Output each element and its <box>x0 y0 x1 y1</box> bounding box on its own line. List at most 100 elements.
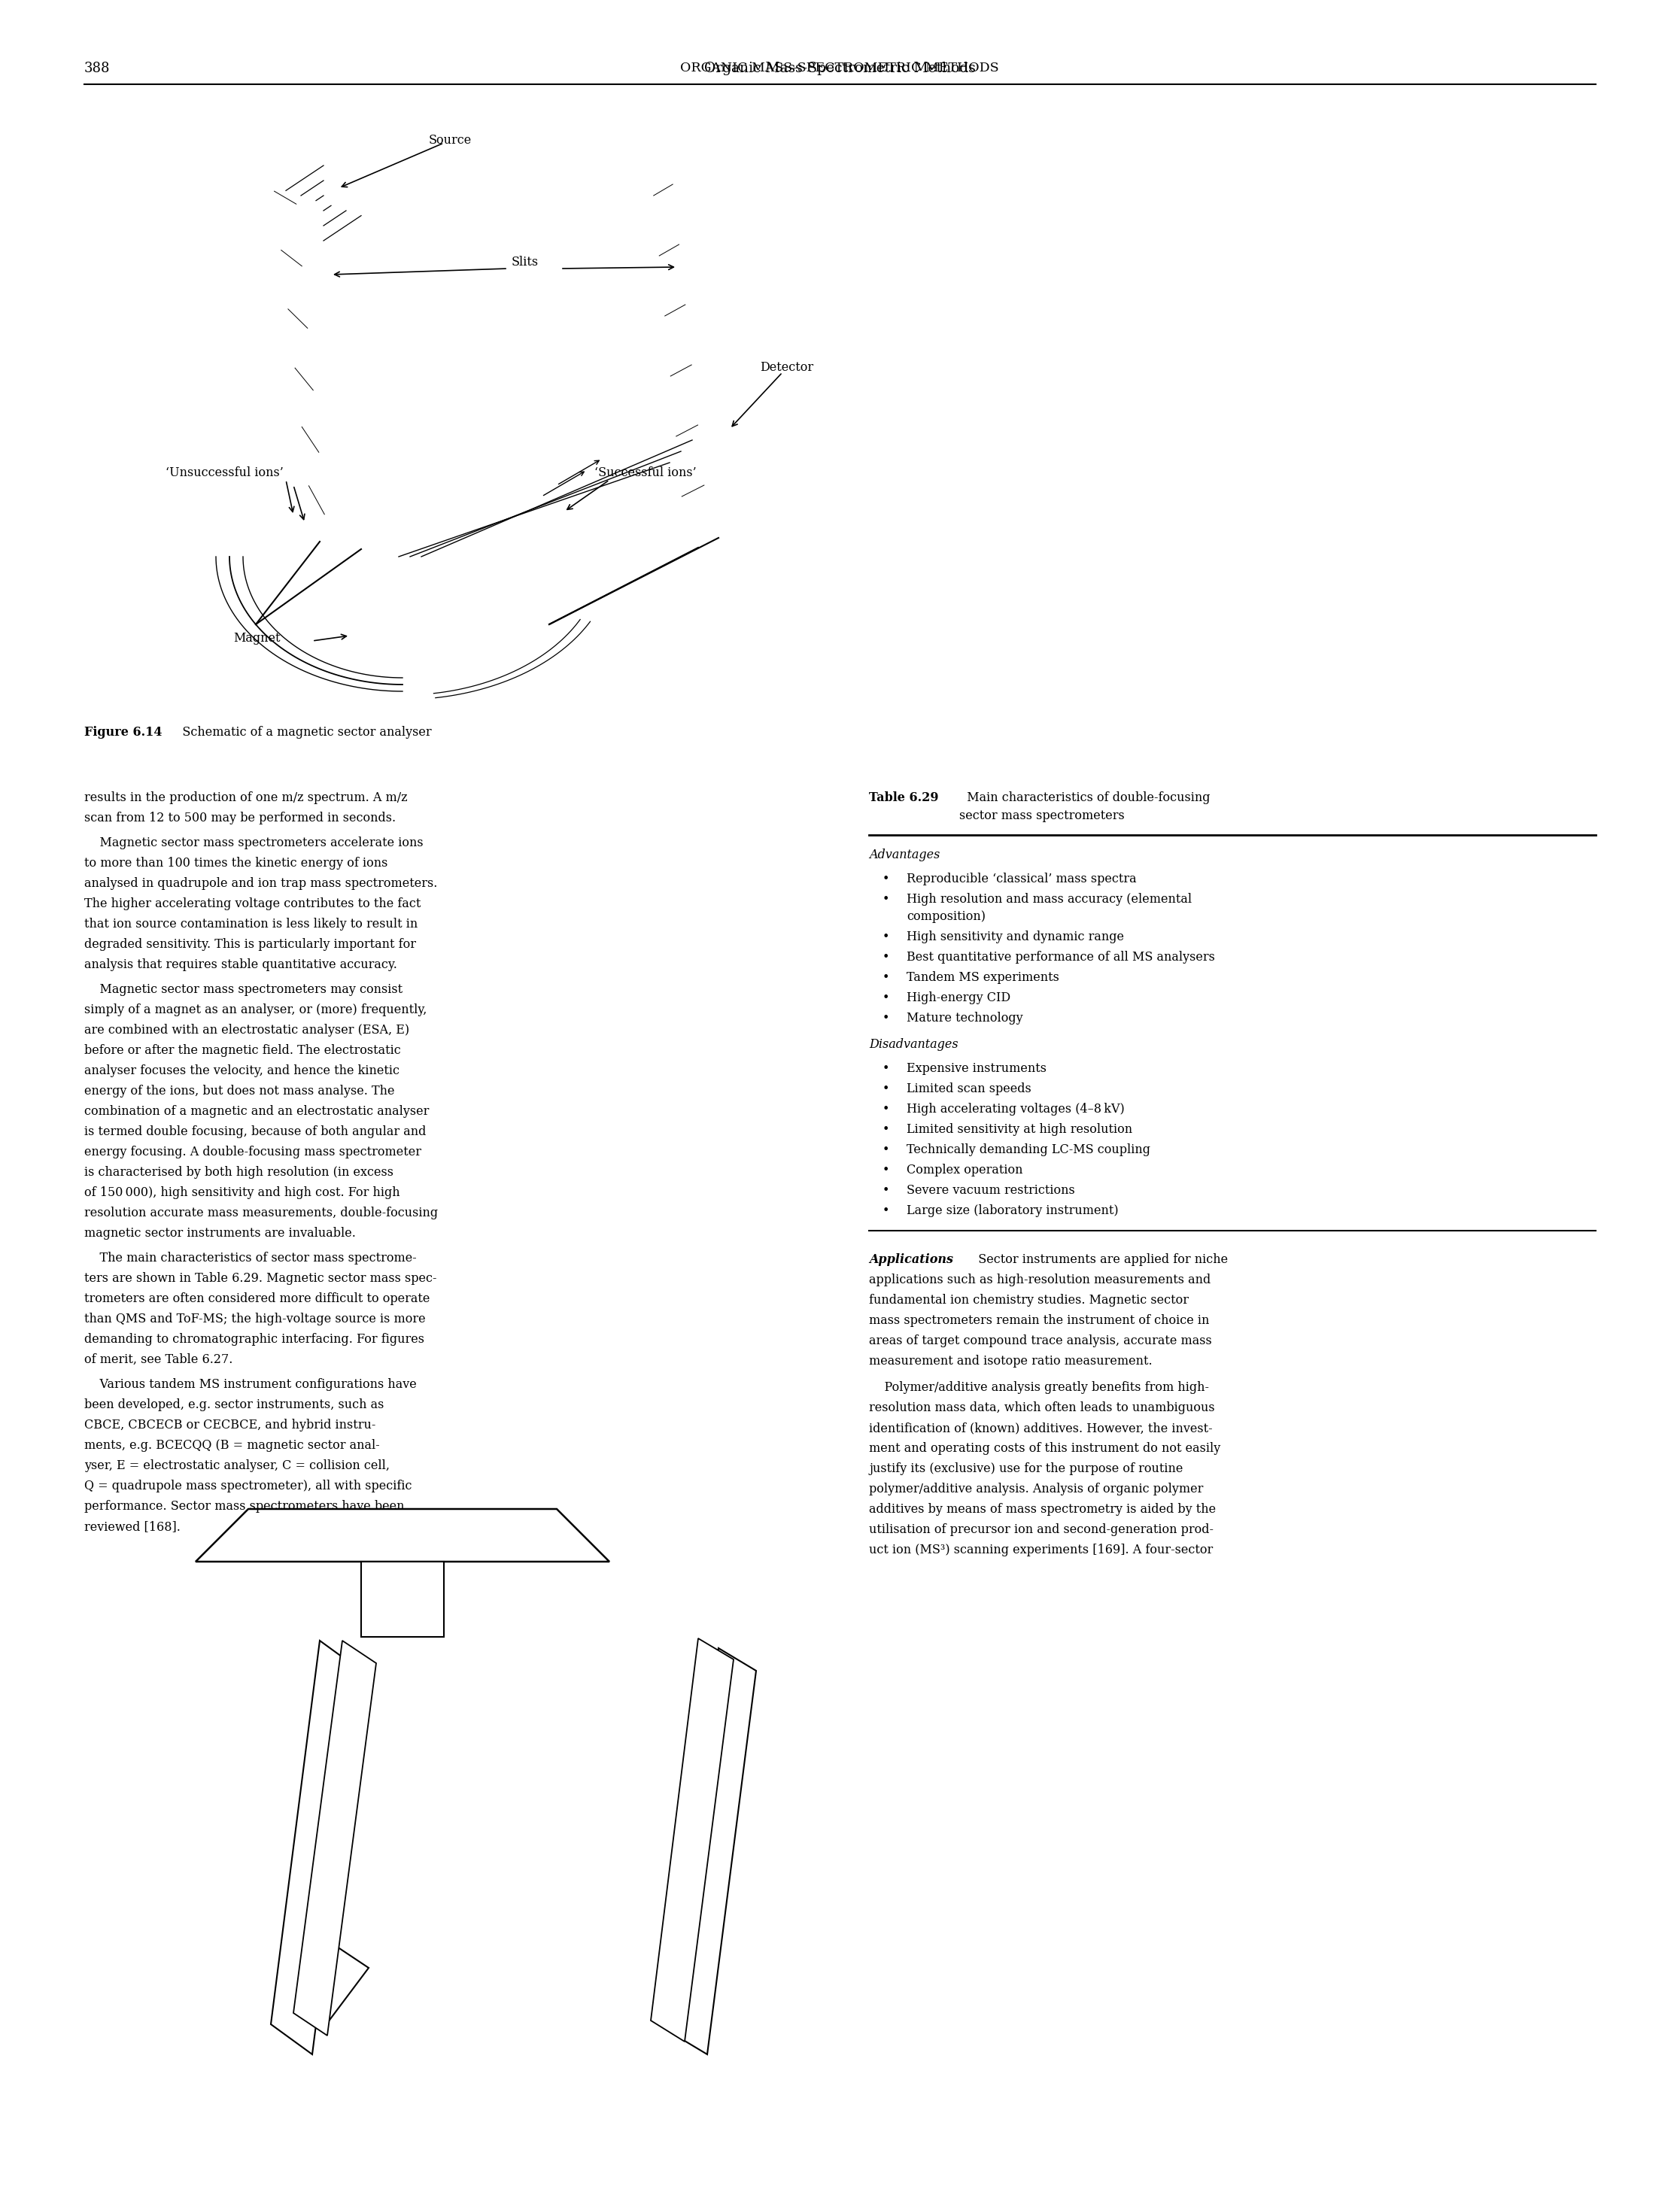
Text: •: • <box>882 1102 890 1115</box>
Text: Figure 6.14: Figure 6.14 <box>84 726 163 739</box>
Text: ters are shown in Table 6.29. Magnetic sector mass spec-: ters are shown in Table 6.29. Magnetic s… <box>84 1272 437 1285</box>
Text: Schematic of a magnetic sector analyser: Schematic of a magnetic sector analyser <box>171 726 432 739</box>
Text: is characterised by both high resolution (in excess: is characterised by both high resolution… <box>84 1165 393 1178</box>
Text: resolution mass data, which often leads to unambiguous: resolution mass data, which often leads … <box>869 1401 1215 1414</box>
Text: simply of a magnet as an analyser, or (more) frequently,: simply of a magnet as an analyser, or (m… <box>84 1003 427 1016</box>
Text: High resolution and mass accuracy (elemental: High resolution and mass accuracy (eleme… <box>907 892 1191 905</box>
Text: Tandem MS experiments: Tandem MS experiments <box>907 971 1058 984</box>
Text: •: • <box>882 1163 890 1176</box>
Text: Magnetic sector mass spectrometers may consist: Magnetic sector mass spectrometers may c… <box>84 984 403 997</box>
Text: Complex operation: Complex operation <box>907 1163 1023 1176</box>
Polygon shape <box>361 1561 444 1637</box>
Text: Advantages: Advantages <box>869 848 941 861</box>
Text: results in the production of one m/z spectrum. A m/z: results in the production of one m/z spe… <box>84 791 408 804</box>
Text: sector mass spectrometers: sector mass spectrometers <box>959 809 1124 822</box>
Text: CBCE, CBCECB or CECBCE, and hybrid instru-: CBCE, CBCECB or CECBCE, and hybrid instr… <box>84 1419 376 1432</box>
Polygon shape <box>270 1642 361 2055</box>
Text: Severe vacuum restrictions: Severe vacuum restrictions <box>907 1185 1075 1196</box>
Text: •: • <box>882 1185 890 1196</box>
Text: Polymer/additive analysis greatly benefits from high-: Polymer/additive analysis greatly benefi… <box>869 1382 1210 1395</box>
Text: utilisation of precursor ion and second-generation prod-: utilisation of precursor ion and second-… <box>869 1524 1213 1537</box>
Text: Table 6.29: Table 6.29 <box>869 791 939 804</box>
Text: performance. Sector mass spectrometers have been: performance. Sector mass spectrometers h… <box>84 1500 405 1513</box>
Text: •: • <box>882 951 890 964</box>
Text: Detector: Detector <box>759 361 813 374</box>
Polygon shape <box>195 1508 610 1561</box>
Text: is termed double focusing, because of both angular and: is termed double focusing, because of bo… <box>84 1126 427 1139</box>
Text: •: • <box>882 1082 890 1095</box>
Text: Mature technology: Mature technology <box>907 1012 1023 1025</box>
Text: •: • <box>882 931 890 944</box>
Text: energy of the ions, but does not mass analyse. The: energy of the ions, but does not mass an… <box>84 1084 395 1097</box>
Text: Large size (laboratory instrument): Large size (laboratory instrument) <box>907 1204 1119 1218</box>
Polygon shape <box>279 1937 368 2029</box>
Text: measurement and isotope ratio measurement.: measurement and isotope ratio measuremen… <box>869 1355 1152 1368</box>
Text: Expensive instruments: Expensive instruments <box>907 1062 1047 1076</box>
Text: that ion source contamination is less likely to result in: that ion source contamination is less li… <box>84 918 418 931</box>
Text: Disadvantages: Disadvantages <box>869 1038 958 1051</box>
Text: been developed, e.g. sector instruments, such as: been developed, e.g. sector instruments,… <box>84 1399 385 1412</box>
Text: •: • <box>882 1012 890 1025</box>
Text: before or after the magnetic field. The electrostatic: before or after the magnetic field. The … <box>84 1045 402 1056</box>
Text: •: • <box>882 1062 890 1076</box>
Text: •: • <box>882 971 890 984</box>
Polygon shape <box>294 1642 376 2035</box>
Text: yser, E = electrostatic analyser, C = collision cell,: yser, E = electrostatic analyser, C = co… <box>84 1460 390 1471</box>
Text: ORGANIC MASS-SPECTROMETRIC METHODS: ORGANIC MASS-SPECTROMETRIC METHODS <box>680 61 1000 74</box>
Text: analyser focuses the velocity, and hence the kinetic: analyser focuses the velocity, and hence… <box>84 1065 400 1078</box>
Text: •: • <box>882 892 890 905</box>
Text: uct ion (MS³) scanning experiments [169]. A four-sector: uct ion (MS³) scanning experiments [169]… <box>869 1543 1213 1556</box>
Text: Magnet: Magnet <box>234 632 281 645</box>
Text: Reproducible ‘classical’ mass spectra: Reproducible ‘classical’ mass spectra <box>907 872 1137 885</box>
Text: justify its (exclusive) use for the purpose of routine: justify its (exclusive) use for the purp… <box>869 1462 1183 1476</box>
Text: •: • <box>882 1143 890 1156</box>
Text: The higher accelerating voltage contributes to the fact: The higher accelerating voltage contribu… <box>84 898 422 909</box>
Text: of merit, see Table 6.27.: of merit, see Table 6.27. <box>84 1353 234 1366</box>
Text: Q = quadrupole mass spectrometer), all with specific: Q = quadrupole mass spectrometer), all w… <box>84 1480 412 1493</box>
Text: applications such as high-resolution measurements and: applications such as high-resolution mea… <box>869 1274 1211 1285</box>
Text: Best quantitative performance of all MS analysers: Best quantitative performance of all MS … <box>907 951 1215 964</box>
Text: Applications: Applications <box>869 1253 953 1266</box>
Text: trometers are often considered more difficult to operate: trometers are often considered more diff… <box>84 1292 430 1305</box>
Text: of 150 000), high sensitivity and high cost. For high: of 150 000), high sensitivity and high c… <box>84 1187 400 1200</box>
Text: identification of (known) additives. However, the invest-: identification of (known) additives. How… <box>869 1421 1213 1434</box>
Text: ‘Successful ions’: ‘Successful ions’ <box>595 466 697 479</box>
Text: reviewed [168].: reviewed [168]. <box>84 1519 180 1532</box>
Text: •: • <box>882 992 890 1003</box>
Text: ments, e.g. BCECQQ (B = magnetic sector anal-: ments, e.g. BCECQQ (B = magnetic sector … <box>84 1438 380 1452</box>
Text: Main characteristics of double-focusing: Main characteristics of double-focusing <box>959 791 1210 804</box>
Text: to more than 100 times the kinetic energy of ions: to more than 100 times the kinetic energ… <box>84 857 388 870</box>
Text: Organic Mass-Spectrometric Methods: Organic Mass-Spectrometric Methods <box>704 61 976 74</box>
Text: •: • <box>882 1204 890 1218</box>
Text: composition): composition) <box>907 909 986 922</box>
Text: are combined with an electrostatic analyser (ESA, E): are combined with an electrostatic analy… <box>84 1023 410 1036</box>
Text: combination of a magnetic and an electrostatic analyser: combination of a magnetic and an electro… <box>84 1106 428 1117</box>
Text: energy focusing. A double-focusing mass spectrometer: energy focusing. A double-focusing mass … <box>84 1145 422 1159</box>
Text: analysed in quadrupole and ion trap mass spectrometers.: analysed in quadrupole and ion trap mass… <box>84 877 437 890</box>
Text: High accelerating voltages (4–8 kV): High accelerating voltages (4–8 kV) <box>907 1102 1124 1115</box>
Text: magnetic sector instruments are invaluable.: magnetic sector instruments are invaluab… <box>84 1226 356 1239</box>
Polygon shape <box>650 1637 734 2042</box>
Text: fundamental ion chemistry studies. Magnetic sector: fundamental ion chemistry studies. Magne… <box>869 1294 1189 1307</box>
Text: Various tandem MS instrument configurations have: Various tandem MS instrument configurati… <box>84 1377 417 1390</box>
Polygon shape <box>670 1648 756 2055</box>
Text: Magnetic sector mass spectrometers accelerate ions: Magnetic sector mass spectrometers accel… <box>84 837 423 850</box>
Text: Technically demanding LC-MS coupling: Technically demanding LC-MS coupling <box>907 1143 1151 1156</box>
Text: •: • <box>882 872 890 885</box>
Text: than QMS and ToF-MS; the high-voltage source is more: than QMS and ToF-MS; the high-voltage so… <box>84 1312 425 1325</box>
Text: Sector instruments are applied for niche: Sector instruments are applied for niche <box>971 1253 1228 1266</box>
Text: additives by means of mass spectrometry is aided by the: additives by means of mass spectrometry … <box>869 1504 1216 1515</box>
Text: ment and operating costs of this instrument do not easily: ment and operating costs of this instrum… <box>869 1443 1220 1456</box>
Text: Limited scan speeds: Limited scan speeds <box>907 1082 1032 1095</box>
Text: mass spectrometers remain the instrument of choice in: mass spectrometers remain the instrument… <box>869 1314 1210 1327</box>
Text: Limited sensitivity at high resolution: Limited sensitivity at high resolution <box>907 1124 1132 1137</box>
Text: High sensitivity and dynamic range: High sensitivity and dynamic range <box>907 931 1124 944</box>
Text: The main characteristics of sector mass spectrome-: The main characteristics of sector mass … <box>84 1253 417 1264</box>
Text: ‘Unsuccessful ions’: ‘Unsuccessful ions’ <box>166 466 284 479</box>
Text: High-energy CID: High-energy CID <box>907 992 1010 1003</box>
Text: scan from 12 to 500 may be performed in seconds.: scan from 12 to 500 may be performed in … <box>84 811 396 824</box>
Text: 388: 388 <box>84 61 111 74</box>
Text: demanding to chromatographic interfacing. For figures: demanding to chromatographic interfacing… <box>84 1333 425 1347</box>
Text: areas of target compound trace analysis, accurate mass: areas of target compound trace analysis,… <box>869 1333 1211 1347</box>
Text: analysis that requires stable quantitative accuracy.: analysis that requires stable quantitati… <box>84 957 396 971</box>
